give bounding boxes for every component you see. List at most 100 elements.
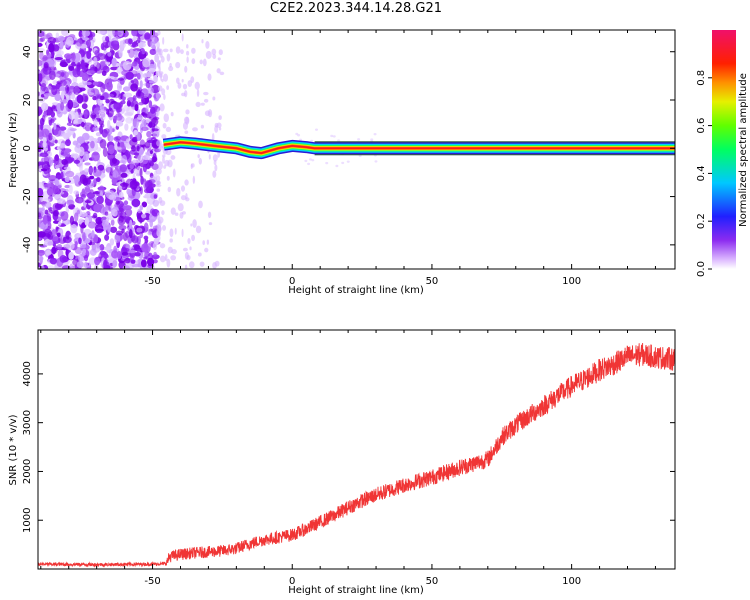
noise-speckle-sparse xyxy=(181,228,184,238)
noise-speckle-sparse xyxy=(214,164,218,172)
noise-speckle xyxy=(128,228,133,239)
noise-speckle xyxy=(109,135,114,142)
noise-speckle xyxy=(43,93,51,97)
colorbar-tick-label: 0.2 xyxy=(696,213,707,229)
noise-speckle xyxy=(143,195,150,199)
noise-speckle xyxy=(82,37,90,41)
noise-speckle xyxy=(59,254,67,263)
noise-speckle xyxy=(51,44,60,52)
noise-speckle xyxy=(148,68,156,73)
noise-speckle-sparse xyxy=(179,212,184,219)
noise-speckle xyxy=(84,125,91,132)
noise-speckle xyxy=(83,122,93,126)
noise-speckle xyxy=(107,51,112,57)
noise-speckle xyxy=(107,108,114,118)
noise-speckle-sparse xyxy=(159,103,165,112)
noise-speckle-faint xyxy=(341,161,345,165)
snr-x-tick-label: -50 xyxy=(144,576,160,587)
noise-speckle xyxy=(49,118,55,123)
noise-speckle xyxy=(132,159,137,163)
noise-speckle xyxy=(129,134,133,140)
noise-speckle xyxy=(148,63,155,69)
noise-speckle-sparse xyxy=(202,58,207,67)
noise-speckle-sparse xyxy=(166,175,170,181)
noise-speckle-sparse xyxy=(200,124,205,129)
noise-speckle xyxy=(74,241,78,247)
noise-speckle xyxy=(109,238,115,246)
noise-speckle-sparse xyxy=(184,179,189,186)
snr-y-axis-label: SNR (10 * v/v) xyxy=(8,414,19,485)
noise-speckle xyxy=(153,116,160,121)
noise-speckle xyxy=(81,231,86,242)
noise-speckle xyxy=(115,121,124,127)
noise-speckle xyxy=(96,195,104,205)
spectrogram-y-tick-label: -40 xyxy=(22,237,33,253)
noise-speckle-sparse xyxy=(159,72,163,82)
noise-speckle xyxy=(140,175,144,186)
snr-y-tick-label: 1000 xyxy=(22,507,33,532)
noise-speckle xyxy=(108,78,113,86)
noise-speckle-faint xyxy=(304,159,308,163)
noise-speckle xyxy=(148,100,153,109)
noise-speckle xyxy=(43,110,47,117)
noise-speckle-sparse xyxy=(162,225,167,231)
noise-speckle-sparse xyxy=(174,227,177,235)
noise-speckle xyxy=(84,162,91,166)
noise-speckle xyxy=(89,175,95,180)
noise-speckle-sparse xyxy=(201,39,204,44)
noise-speckle xyxy=(41,114,46,123)
noise-speckle xyxy=(134,49,138,56)
noise-speckle xyxy=(86,92,95,96)
noise-speckle-sparse xyxy=(176,187,181,197)
spectrogram-axes: -50 0 50 100 -40 -20 0 20 40 xyxy=(22,30,675,287)
noise-speckle xyxy=(122,265,130,269)
noise-speckle xyxy=(113,102,122,110)
noise-speckle xyxy=(86,50,92,59)
noise-speckle xyxy=(153,74,158,83)
noise-speckle-sparse xyxy=(199,261,205,267)
noise-speckle xyxy=(48,156,54,167)
noise-speckle-sparse xyxy=(175,46,181,54)
noise-speckle xyxy=(116,82,123,92)
noise-speckle-sparse xyxy=(159,200,166,206)
noise-speckle-sparse xyxy=(181,78,184,83)
noise-speckle xyxy=(142,163,147,173)
noise-speckle-sparse xyxy=(168,65,174,72)
noise-speckle xyxy=(61,158,69,165)
snr-background xyxy=(38,330,675,569)
noise-speckle-faint xyxy=(374,160,378,163)
noise-speckle xyxy=(143,188,151,194)
noise-speckle xyxy=(48,210,56,214)
noise-speckle xyxy=(144,251,150,260)
noise-speckle xyxy=(85,177,91,185)
noise-speckle xyxy=(60,150,64,156)
noise-speckle xyxy=(115,230,124,236)
noise-speckle-sparse xyxy=(177,203,184,212)
noise-speckle xyxy=(106,190,115,200)
noise-speckle-sparse xyxy=(205,40,210,49)
spectrogram-y-tick-label: -20 xyxy=(22,188,33,204)
noise-speckle xyxy=(73,159,81,164)
noise-speckle xyxy=(74,52,81,63)
noise-speckle xyxy=(38,42,43,47)
noise-speckle xyxy=(38,255,44,262)
noise-speckle xyxy=(144,181,153,190)
noise-speckle xyxy=(73,190,80,195)
noise-speckle xyxy=(134,103,139,112)
noise-speckle xyxy=(76,94,84,104)
noise-speckle xyxy=(55,49,64,56)
noise-speckle xyxy=(60,71,65,78)
noise-speckle xyxy=(149,150,153,155)
noise-speckle xyxy=(133,152,140,156)
noise-speckle xyxy=(102,147,108,158)
noise-speckle-sparse xyxy=(184,90,188,98)
spectrogram-y-tick-label: 0 xyxy=(22,145,33,151)
noise-speckle xyxy=(136,235,141,245)
noise-speckle-sparse xyxy=(186,44,189,49)
noise-speckle xyxy=(125,117,133,124)
noise-speckle xyxy=(52,80,58,85)
noise-speckle-sparse xyxy=(211,133,215,142)
noise-speckle xyxy=(68,184,73,195)
noise-speckle xyxy=(80,121,85,128)
noise-speckle-sparse xyxy=(170,111,174,117)
